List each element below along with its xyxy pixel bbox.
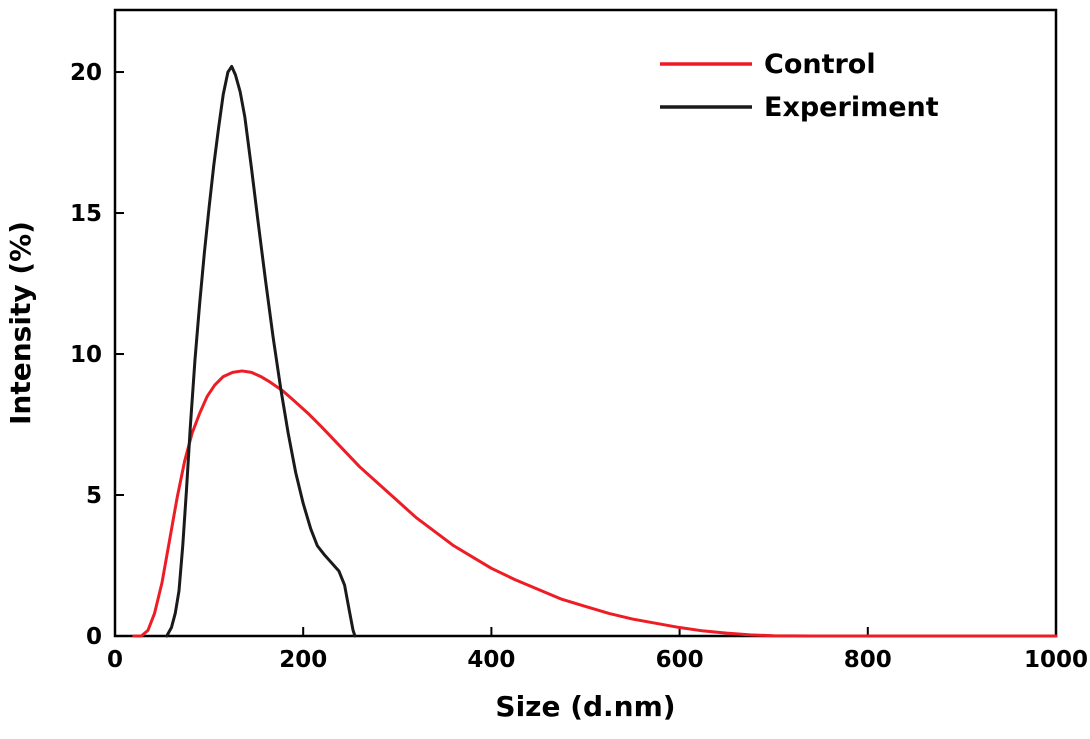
y-tick-label: 10 bbox=[70, 342, 102, 368]
x-tick-label: 600 bbox=[656, 647, 704, 673]
x-tick-label: 200 bbox=[279, 647, 327, 673]
x-tick-label: 800 bbox=[844, 647, 892, 673]
x-tick-label: 1000 bbox=[1024, 647, 1088, 673]
x-tick-label: 400 bbox=[467, 647, 515, 673]
x-axis-title: Size (d.nm) bbox=[495, 690, 675, 723]
legend-label-experiment: Experiment bbox=[764, 92, 939, 123]
series-line-control bbox=[132, 369, 1058, 638]
y-tick-label: 5 bbox=[86, 483, 102, 509]
y-axis-title: Intensity (%) bbox=[4, 221, 37, 425]
y-tick-label: 20 bbox=[70, 60, 102, 86]
legend-label-control: Control bbox=[764, 49, 876, 80]
plot-frame bbox=[113, 8, 1058, 638]
series-line-experiment bbox=[165, 64, 357, 638]
y-tick-label: 0 bbox=[86, 624, 102, 650]
x-tick-label: 0 bbox=[107, 647, 123, 673]
y-tick-label: 15 bbox=[70, 201, 102, 227]
